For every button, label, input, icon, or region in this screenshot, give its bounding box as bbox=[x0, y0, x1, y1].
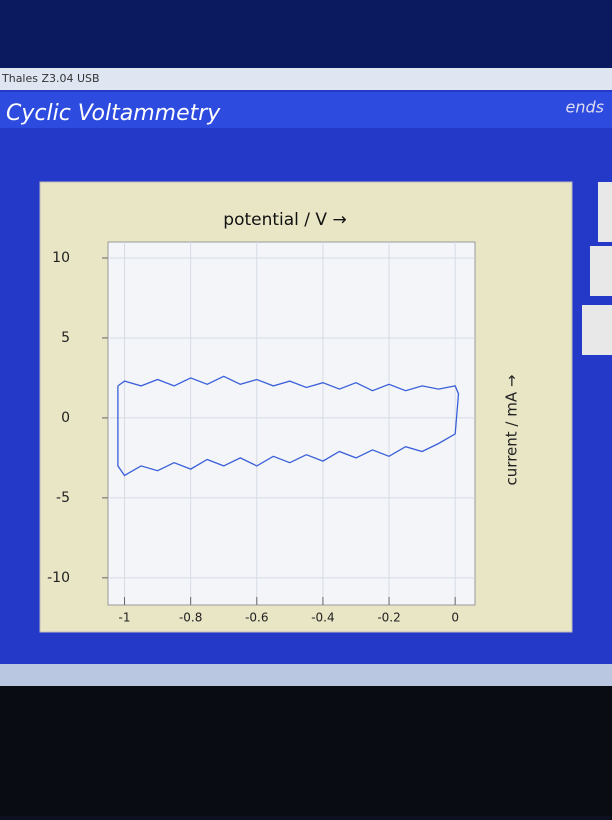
taskbar bbox=[0, 664, 612, 686]
x-tick-label: -1 bbox=[119, 611, 131, 625]
side-button[interactable] bbox=[598, 182, 612, 242]
x-tick-label: -0.4 bbox=[311, 611, 334, 625]
y-tick-label: -5 bbox=[56, 490, 70, 506]
screen-top bbox=[0, 0, 612, 70]
y-tick-label: -10 bbox=[47, 570, 70, 586]
x-tick-label: -0.6 bbox=[245, 611, 268, 625]
side-button[interactable] bbox=[582, 305, 612, 355]
x-tick-label: -0.2 bbox=[377, 611, 400, 625]
y-tick-label: 0 bbox=[61, 410, 70, 426]
x-tick-label: 0 bbox=[451, 611, 459, 625]
window-title: Thales Z3.04 USB bbox=[1, 72, 100, 85]
side-button[interactable] bbox=[590, 246, 612, 296]
data-line bbox=[117, 375, 460, 477]
plot-area bbox=[107, 241, 476, 606]
x-tick-label: -0.8 bbox=[179, 611, 202, 625]
header-bar bbox=[0, 92, 612, 128]
monitor-bezel bbox=[0, 686, 612, 816]
x-axis-label: potential / V → bbox=[223, 210, 346, 230]
y-axis-label: current / mA → bbox=[503, 375, 521, 486]
y-tick-label: 10 bbox=[52, 250, 70, 266]
header-title: Cyclic Voltammetry bbox=[6, 101, 221, 126]
header-right: ends bbox=[566, 98, 604, 117]
y-tick-label: 5 bbox=[61, 330, 70, 346]
window-titlebar bbox=[0, 68, 612, 90]
